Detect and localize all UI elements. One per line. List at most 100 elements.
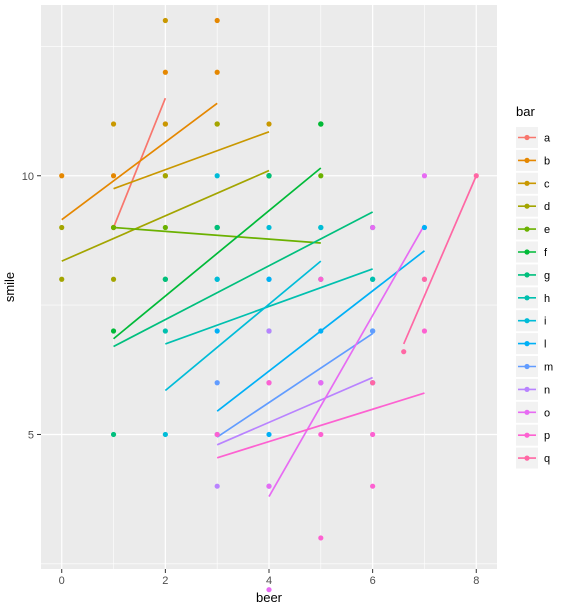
point-b: [214, 17, 220, 24]
legend-label-n: n: [544, 384, 550, 396]
legend-key-dot-o: [524, 409, 530, 415]
y-axis-ticks: 5 10: [22, 171, 41, 441]
point-c: [162, 17, 168, 24]
point-p: [370, 431, 376, 438]
point-d: [162, 173, 168, 179]
point-c: [162, 121, 168, 127]
fit-line-c: [113, 130, 270, 190]
legend-label-h: h: [544, 293, 550, 305]
legend-key-dot-c: [524, 180, 530, 186]
point-b: [214, 69, 220, 75]
point-i: [214, 173, 220, 179]
point-d: [214, 121, 220, 127]
point-q: [370, 380, 376, 386]
point-o: [370, 224, 376, 231]
point-c: [266, 121, 272, 127]
point-q: [421, 276, 428, 282]
legend-label-q: q: [544, 453, 550, 465]
point-f: [110, 328, 117, 334]
point-g: [162, 276, 168, 282]
legend-label-d: d: [544, 201, 550, 213]
fit-line-d: [61, 169, 270, 262]
point-e: [110, 224, 117, 231]
x-axis-title: beer: [256, 590, 283, 605]
point-b: [162, 69, 168, 75]
point-m: [214, 380, 220, 386]
point-o: [421, 173, 428, 179]
fit-line-p: [216, 392, 425, 459]
legend-label-m: m: [544, 362, 553, 374]
fit-line-h: [165, 268, 373, 345]
x-tick-label: 0: [59, 575, 65, 587]
point-i: [318, 224, 324, 231]
x-tick-label: 8: [473, 575, 479, 587]
legend-label-f: f: [544, 247, 548, 259]
legend-label-e: e: [544, 224, 550, 236]
point-l: [318, 328, 324, 334]
legend-key-dot-m: [524, 363, 530, 370]
legend-key-dot-d: [524, 203, 530, 209]
point-b: [110, 173, 117, 179]
point-p: [318, 431, 324, 438]
point-d: [59, 224, 65, 231]
x-axis-ticks: 0 2 4 6 8: [59, 569, 479, 587]
point-p: [318, 276, 324, 282]
point-l: [214, 328, 220, 334]
point-f: [318, 121, 324, 127]
legend-label-g: g: [544, 270, 550, 282]
fit-line-b: [61, 102, 218, 221]
legend-key-dot-g: [524, 272, 530, 278]
point-d: [110, 276, 117, 282]
fit-line-a: [112, 97, 167, 228]
legend-label-l: l: [544, 339, 546, 351]
y-tick-label: 5: [28, 429, 34, 441]
fit-line-o: [268, 224, 426, 497]
legend-label-a: a: [544, 133, 551, 145]
point-b: [59, 173, 65, 179]
point-c: [110, 121, 117, 127]
point-l: [266, 431, 272, 438]
legend-key-dot-i: [524, 318, 530, 324]
fit-line-q: [402, 175, 478, 345]
fit-line-n: [216, 376, 373, 446]
point-g: [110, 431, 117, 438]
point-l: [266, 276, 272, 282]
point-o: [318, 380, 324, 386]
legend-key-dot-q: [524, 455, 530, 461]
point-i: [266, 224, 272, 231]
x-tick-label: 4: [266, 575, 272, 587]
point-p: [318, 535, 324, 541]
point-p: [214, 431, 220, 438]
legend-label-p: p: [544, 430, 550, 442]
y-tick-label: 10: [22, 171, 34, 183]
fit-line-i: [164, 260, 322, 392]
legend-key-dot-p: [524, 432, 530, 438]
point-q: [401, 349, 407, 355]
point-g: [266, 173, 272, 179]
x-tick-label: 2: [162, 575, 168, 587]
y-axis-title: smile: [2, 272, 17, 302]
point-e: [162, 224, 168, 231]
legend-label-c: c: [544, 178, 550, 190]
fit-lines: [61, 97, 478, 497]
point-q: [473, 173, 479, 179]
point-o: [266, 587, 272, 593]
point-e: [318, 173, 324, 179]
point-n: [214, 483, 220, 489]
legend-label-i: i: [544, 316, 546, 328]
legend-key-dot-f: [524, 249, 530, 255]
point-l: [421, 224, 428, 231]
point-p: [370, 483, 376, 489]
point-h: [162, 328, 168, 334]
legend-key-dot-a: [524, 134, 530, 141]
legend-key-dot-e: [524, 226, 530, 232]
fit-line-g: [113, 211, 374, 348]
legend-key-dot-l: [524, 341, 530, 347]
point-i: [214, 276, 220, 282]
point-o: [266, 483, 272, 489]
fit-line-m: [216, 332, 374, 438]
point-i: [162, 431, 168, 438]
